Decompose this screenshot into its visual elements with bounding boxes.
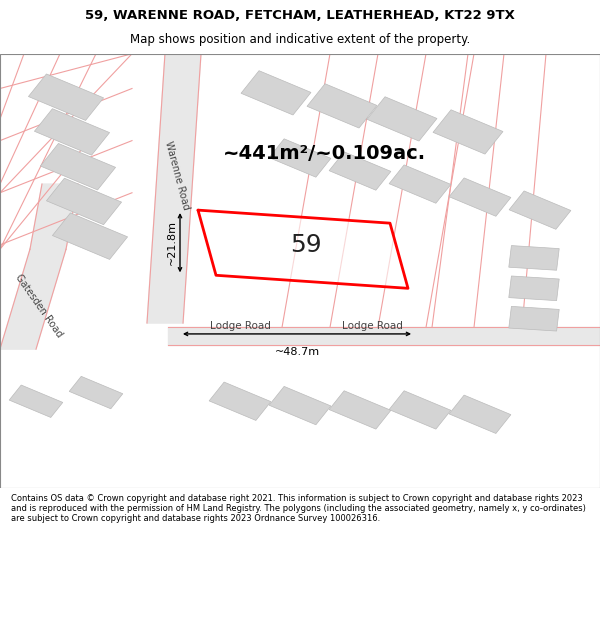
Bar	[40, 144, 116, 190]
Bar	[433, 110, 503, 154]
Polygon shape	[168, 328, 600, 345]
Bar	[269, 139, 331, 177]
Bar	[241, 71, 311, 115]
Bar	[509, 191, 571, 229]
Bar	[389, 391, 451, 429]
Bar	[209, 382, 271, 421]
Bar	[269, 386, 331, 425]
Bar	[69, 376, 123, 409]
Polygon shape	[30, 184, 78, 249]
Text: ~441m²/~0.109ac.: ~441m²/~0.109ac.	[223, 144, 425, 163]
Text: Lodge Road: Lodge Road	[341, 321, 403, 331]
Text: ~21.8m: ~21.8m	[167, 220, 177, 265]
Bar	[389, 165, 451, 203]
Text: Lodge Road: Lodge Road	[209, 321, 271, 331]
Bar	[449, 178, 511, 216]
Polygon shape	[147, 54, 201, 323]
Bar	[509, 246, 559, 270]
Text: 59, WARENNE ROAD, FETCHAM, LEATHERHEAD, KT22 9TX: 59, WARENNE ROAD, FETCHAM, LEATHERHEAD, …	[85, 9, 515, 21]
Polygon shape	[0, 249, 66, 349]
Polygon shape	[198, 210, 408, 288]
Text: Map shows position and indicative extent of the property.: Map shows position and indicative extent…	[130, 33, 470, 46]
Bar	[509, 276, 559, 301]
Bar	[46, 178, 122, 224]
Bar	[509, 306, 559, 331]
Bar	[9, 385, 63, 418]
Text: Warenne Road: Warenne Road	[163, 140, 191, 211]
Bar	[28, 74, 104, 121]
Text: Contains OS data © Crown copyright and database right 2021. This information is : Contains OS data © Crown copyright and d…	[11, 494, 586, 523]
Bar	[449, 395, 511, 434]
Bar	[34, 109, 110, 155]
Bar	[52, 213, 128, 259]
Text: 59: 59	[290, 233, 322, 257]
Text: ~48.7m: ~48.7m	[274, 347, 320, 357]
Bar	[329, 152, 391, 190]
Bar	[307, 84, 377, 128]
Bar	[329, 391, 391, 429]
Text: Gatesden Road: Gatesden Road	[14, 272, 64, 339]
Bar	[367, 97, 437, 141]
